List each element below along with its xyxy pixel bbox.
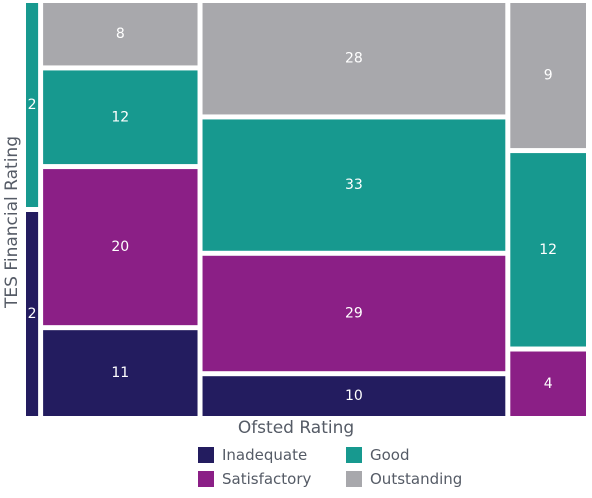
legend-item-good: Good: [346, 446, 410, 464]
tile-label-col2-outstanding: 8: [116, 26, 125, 42]
tile-col3-inadequate: [202, 376, 506, 416]
legend-label-inadequate: Inadequate: [222, 446, 308, 464]
legend-item-inadequate: Inadequate: [198, 446, 307, 464]
x-axis-label: Ofsted Rating: [237, 418, 355, 438]
tile-label-col1-good: 2: [28, 97, 37, 113]
legend-label-outstanding: Outstanding: [370, 470, 463, 488]
legend-item-outstanding: Outstanding: [346, 470, 462, 488]
legend-label-satisfactory: Satisfactory: [222, 470, 312, 488]
tile-col1-good: [26, 3, 39, 207]
tile-label-col1-inadequate: 2: [28, 306, 37, 322]
legend-swatch-inadequate: [198, 447, 214, 463]
tile-label-col3-satisfactory: 29: [345, 305, 363, 321]
legend-swatch-good: [346, 447, 362, 463]
tile-col3-satisfactory: [202, 255, 506, 372]
tile-label-col3-good: 33: [345, 177, 363, 193]
legend-swatch-satisfactory: [198, 471, 214, 487]
tile-col3-good: [202, 119, 506, 251]
tile-label-col4-good: 12: [539, 242, 557, 258]
tile-label-col3-outstanding: 28: [345, 51, 363, 67]
tile-label-col3-inadequate: 10: [345, 388, 363, 404]
tile-col2-good: [43, 70, 198, 165]
legend-item-satisfactory: Satisfactory: [198, 470, 311, 488]
tile-label-col2-satisfactory: 20: [111, 239, 129, 255]
tile-col2-outstanding: [43, 3, 198, 66]
legend-swatch-outstanding: [346, 471, 362, 487]
tile-col1-inadequate: [26, 212, 39, 416]
y-axis-label: TES Financial Rating: [2, 136, 22, 308]
tile-label-col2-inadequate: 11: [111, 365, 129, 381]
tile-label-col2-good: 12: [111, 109, 129, 125]
tile-col4-outstanding: [510, 3, 586, 149]
tile-col4-satisfactory: [510, 351, 586, 416]
legend-label-good: Good: [370, 446, 410, 464]
tile-label-col4-outstanding: 9: [544, 68, 553, 84]
tile-col3-outstanding: [202, 3, 506, 115]
tile-label-col4-satisfactory: 4: [544, 376, 553, 392]
tile-col2-inadequate: [43, 330, 198, 416]
tile-col2-satisfactory: [43, 169, 198, 326]
tile-col4-good: [510, 153, 586, 347]
